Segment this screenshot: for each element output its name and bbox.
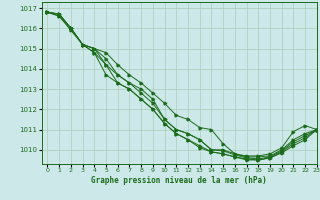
X-axis label: Graphe pression niveau de la mer (hPa): Graphe pression niveau de la mer (hPa) [91, 176, 267, 185]
